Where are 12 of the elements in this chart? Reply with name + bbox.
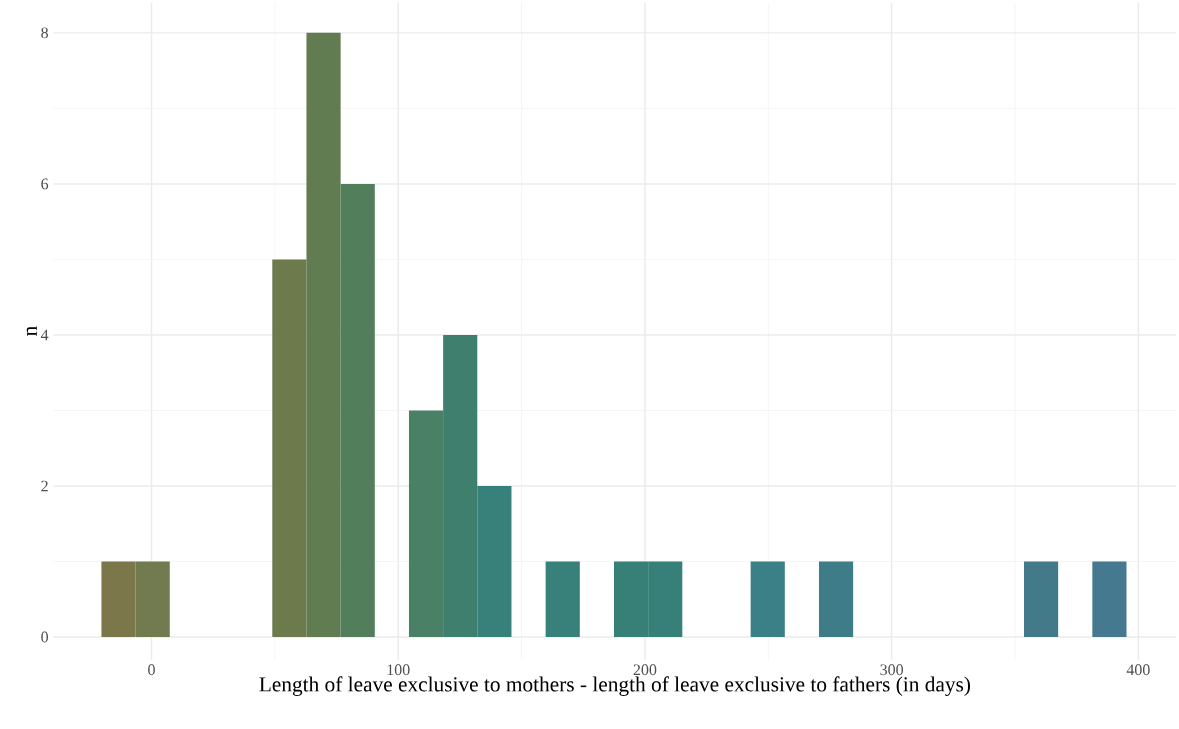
x-tick-label: 100 (387, 664, 410, 676)
y-tick-label: 8 (41, 27, 49, 39)
x-axis-title: Length of leave exclusive to mothers - length of leave exclusive to fathers (in days) (259, 676, 971, 696)
y-axis-title: n (26, 326, 37, 337)
x-tick-label: 300 (880, 664, 904, 676)
y-tick-label: 0 (41, 631, 49, 643)
x-tick-label: 0 (148, 664, 155, 676)
y-tick-label: 6 (41, 178, 49, 190)
y-tick-label: 4 (40, 329, 49, 341)
x-tick-label: 200 (633, 664, 657, 676)
x-tick-label: 400 (1126, 664, 1150, 676)
y-tick-label: 2 (41, 480, 48, 492)
